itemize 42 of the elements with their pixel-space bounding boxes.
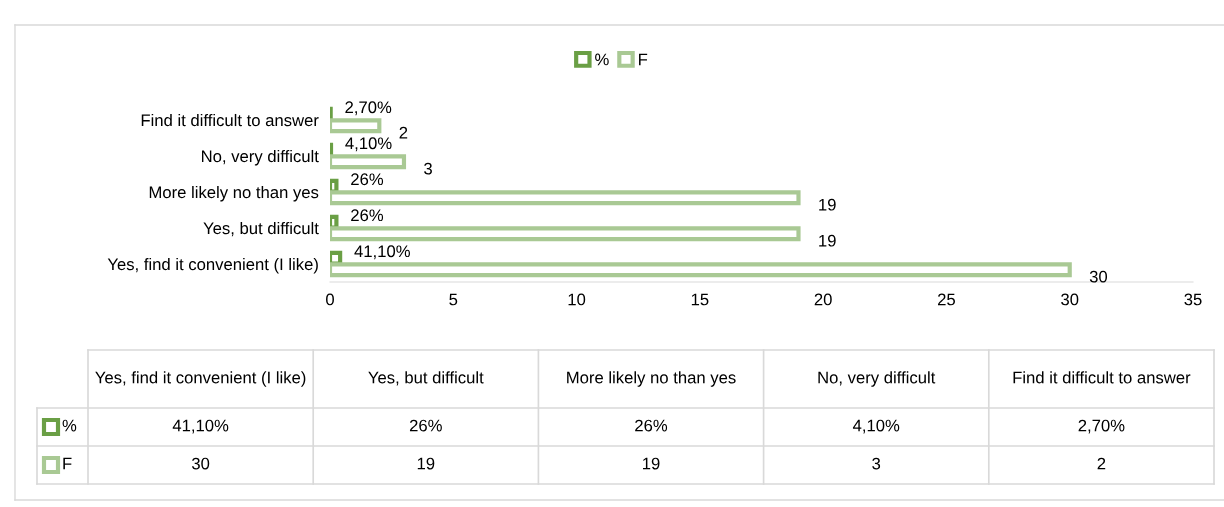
text: 3 [872,457,881,470]
data-label: 4,10% [345,137,392,152]
x-tick-label: 25 [938,293,955,306]
x-tick-label: 30 [1061,293,1079,306]
x-tick-label: 20 [814,293,832,306]
x-tick-label: 10 [568,293,586,306]
category-label: Yes, find it convenient (I like) [95,371,306,387]
text: 2,70% [1078,419,1125,434]
y-tick-label: No, very difficult [202,149,319,166]
data-label: 3 [424,162,432,175]
text: 4,10% [852,419,900,434]
category-label: No, very difficult [818,371,936,387]
x-tick-label: 5 [449,293,458,306]
category-label: Yes, but difficult [368,371,484,386]
category-label: More likely no than yes [567,371,736,387]
data-label: 2 [399,126,408,139]
x-tick-label: 15 [691,293,709,306]
data-label: 19 [819,198,836,211]
data-label: 41,10% [354,245,410,260]
data-label: 30 [1089,270,1108,283]
text: 26% [635,419,668,432]
text: 19 [643,457,660,470]
category-label: Find it difficult to answer [1013,371,1191,384]
y-tick-label: Yes, find it convenient (I like) [107,257,318,274]
text: 2 [1097,457,1106,470]
y-tick-label: More likely no than yes [149,185,319,202]
x-tick-label: 0 [326,293,334,306]
legend-label: F [639,53,648,66]
data-label: 26% [351,209,384,222]
x-tick-label: 35 [1184,293,1202,306]
text: 41,10% [172,419,229,434]
text: % [62,419,77,432]
data-label: 19 [819,234,836,247]
text: F [63,457,72,470]
text: 30 [191,457,210,470]
y-tick-label: Find it difficult to answer [141,113,319,127]
y-tick-label: Yes, but difficult [203,221,319,237]
data-label: 26% [351,173,384,186]
text: 19 [417,457,435,470]
legend-label: % [595,53,609,66]
text: 26% [409,419,442,432]
data-label: 2,70% [345,101,392,116]
